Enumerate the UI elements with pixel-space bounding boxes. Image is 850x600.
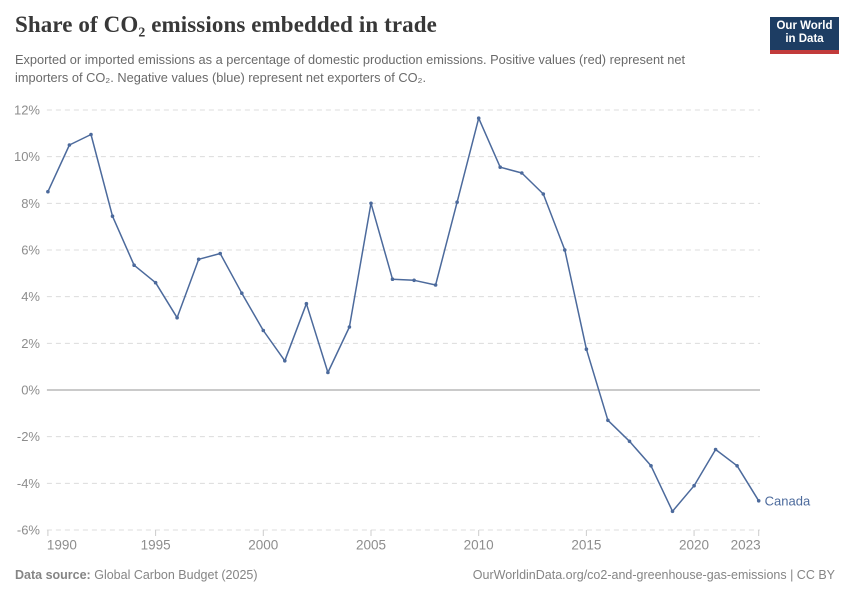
data-point[interactable] (132, 263, 136, 267)
x-axis-tick-label: 2023 (731, 537, 761, 552)
data-source-label: Data source: (15, 568, 91, 582)
chart-footer: Data source: Global Carbon Budget (2025)… (15, 568, 835, 582)
data-point[interactable] (153, 280, 158, 285)
data-point[interactable] (670, 509, 675, 514)
data-point[interactable] (218, 251, 222, 256)
data-point[interactable] (304, 301, 309, 306)
data-point[interactable] (283, 359, 287, 363)
x-axis: 1990 1995 2000 2005 2010 2015 2020 2023 (47, 529, 761, 552)
x-axis-tick-label: 2005 (356, 537, 386, 552)
y-axis-tick-label: -4% (17, 476, 41, 491)
data-point[interactable] (67, 143, 72, 147)
data-points[interactable] (46, 116, 761, 514)
data-point[interactable] (520, 171, 524, 175)
data-point[interactable] (261, 328, 266, 333)
data-point[interactable] (412, 278, 416, 283)
y-axis-tick-label: 12% (14, 103, 40, 118)
x-axis-tick-label: 1990 (47, 537, 77, 552)
y-axis-tick-label: 8% (21, 196, 40, 211)
attribution[interactable]: OurWorldinData.org/co2-and-greenhouse-ga… (472, 568, 835, 582)
x-axis-tick-label: 2020 (679, 537, 709, 552)
owid-logo-line2: in Data (785, 33, 824, 45)
data-point[interactable] (46, 189, 50, 194)
data-point[interactable] (541, 192, 546, 196)
y-axis-tick-label: 2% (21, 336, 40, 351)
data-point[interactable] (110, 214, 115, 218)
x-axis-tick-label: 2010 (464, 537, 494, 552)
y-axis-tick-label: 4% (21, 289, 40, 304)
data-point[interactable] (756, 499, 761, 503)
x-axis-tick-label: 2000 (248, 537, 278, 552)
y-axis-tick-label: -6% (17, 522, 41, 537)
line-chart: 12% 10% 8% 6% 4% 2% 0% -2% -4% -6% 1990 1995 2000 200… (14, 103, 811, 553)
owid-logo[interactable]: Our World in Data (770, 17, 839, 54)
y-axis-tick-label: 10% (14, 149, 40, 164)
data-point[interactable] (563, 248, 567, 252)
data-point[interactable] (433, 283, 438, 287)
series-end-label[interactable]: Canada (765, 493, 811, 508)
y-axis-tick-label: 6% (21, 243, 40, 258)
data-point[interactable] (692, 483, 696, 488)
series-line-canada[interactable] (47, 117, 760, 513)
x-axis-tick-label: 2015 (571, 537, 601, 552)
data-point[interactable] (606, 418, 610, 423)
x-axis-tick-label: 1995 (141, 537, 171, 552)
data-point[interactable] (627, 439, 632, 444)
owid-logo-line1: Our World (776, 20, 833, 32)
data-source: Data source: Global Carbon Budget (2025) (15, 568, 258, 582)
y-axis-tick-label: -2% (17, 429, 41, 444)
y-axis: 12% 10% 8% 6% 4% 2% 0% -2% -4% -6% (14, 103, 40, 538)
gridlines (46, 109, 760, 531)
chart-title: Share of CO₂ emissions embedded in trade (15, 12, 437, 37)
data-point[interactable] (369, 201, 373, 206)
data-point[interactable] (455, 200, 459, 204)
data-point[interactable] (735, 464, 739, 468)
data-point[interactable] (240, 291, 244, 295)
data-point[interactable] (713, 447, 718, 452)
data-point[interactable] (498, 165, 503, 169)
data-point[interactable] (196, 257, 201, 262)
data-point[interactable] (175, 315, 179, 320)
data-source-value: Global Carbon Budget (2025) (94, 568, 258, 582)
data-point[interactable] (476, 116, 481, 120)
data-point[interactable] (584, 347, 589, 351)
data-point[interactable] (347, 325, 352, 329)
data-point[interactable] (649, 464, 653, 468)
data-point[interactable] (326, 370, 330, 375)
y-axis-tick-label: 0% (21, 383, 40, 398)
data-point[interactable] (89, 132, 93, 137)
data-point[interactable] (390, 277, 395, 281)
chart-subtitle: Exported or imported emissions as a perc… (15, 52, 686, 86)
